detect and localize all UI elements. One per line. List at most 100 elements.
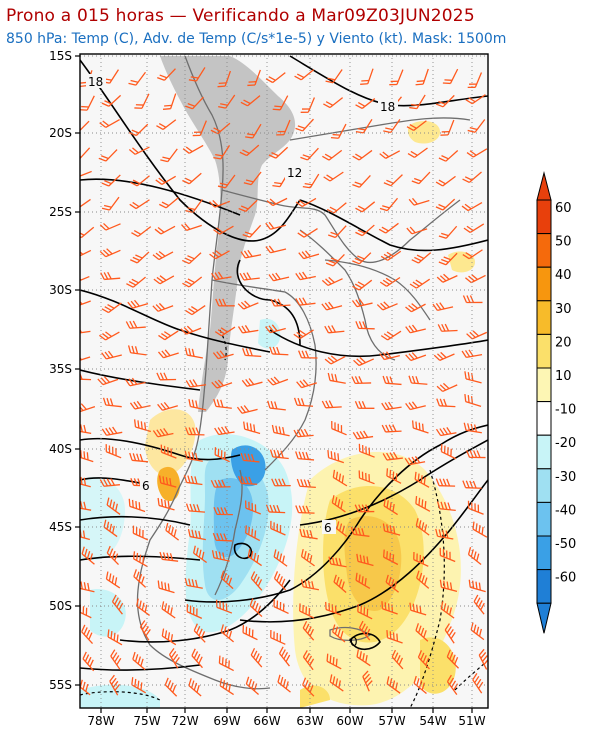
wind-barb [165,522,180,541]
lon-tick-label: 51W [458,714,485,728]
map-subtitle: 850 hPa: Temp (C), Adv. de Temp (C/s*1e-… [6,31,507,47]
wind-barb [152,250,174,261]
wind-barb [80,298,91,308]
lon-tick-label: 60W [336,714,363,728]
lon-tick-label: 54W [419,714,446,728]
lat-tick-label: 35S [49,362,72,376]
wind-barb [295,118,314,132]
wind-barb [383,498,398,516]
wind-barb [358,620,371,641]
wind-barb [354,504,375,513]
wind-barb [444,623,456,644]
wind-barb [436,398,456,408]
wind-barb [250,571,263,591]
lat-lon-grid [80,54,488,708]
wind-barb [405,401,426,411]
wind-barb [237,325,259,334]
wind-barb [215,599,233,614]
wind-barb [355,118,373,134]
wind-barb [268,272,290,282]
wind-barb [243,171,262,186]
wind-barb [266,197,288,207]
wind-barb [415,68,429,86]
wind-barb [99,478,120,487]
wind-barb [467,119,486,133]
contour-label: 6 [324,521,332,535]
wind-barb [435,528,454,540]
wind-barb [300,97,316,113]
wind-barb [472,521,488,538]
wind-barb [111,594,124,615]
wind-barb [435,94,455,108]
wind-barb [435,426,457,437]
wind-barb [466,330,488,340]
wind-barb [192,545,207,564]
wind-barb [446,649,460,669]
wind-barb [271,424,290,437]
wind-barb [328,225,347,239]
wind-barb [326,653,342,670]
lat-tick-label: 50S [49,599,72,613]
wind-barb [462,249,483,260]
colorbar-label: 60 [555,201,572,216]
contour-label-group: 18 18 12 6 6 0 [86,74,398,649]
wind-barb [465,274,486,284]
coastlines-and-borders [136,55,471,690]
colorbar-swatch [536,535,552,571]
wind-barb [435,175,456,187]
wind-barb [101,94,122,107]
wind-barb [351,376,372,385]
wind-barb [439,579,458,593]
wind-barb [461,201,483,212]
wind-barb [127,345,147,356]
wind-barb [130,175,150,187]
wind-barb [295,297,316,306]
wind-barb [185,427,205,436]
colorbar-label: 40 [555,268,572,283]
wind-barb [350,526,370,537]
wind-barb [267,400,286,411]
wind-barb [159,551,179,562]
colorbar-label: 30 [555,302,572,317]
wind-barb [109,674,121,696]
wind-barb [186,604,203,619]
wind-barb [218,94,236,109]
wind-barb [442,68,459,85]
colorbar-swatch [536,468,552,503]
wind-barb [382,375,402,386]
wind-barb [270,298,291,307]
wind-barb [188,67,206,82]
wind-barb [129,400,151,410]
lat-tick-label: 45S [49,520,72,534]
wind-barb [298,350,318,359]
wind-barb [352,279,373,291]
wind-barb [386,630,403,644]
wind-barb [247,69,261,87]
wind-barb [413,552,429,567]
wind-barb [158,330,179,341]
wind-barb [351,298,373,308]
wind-barb [209,250,230,260]
wind-barb [462,480,482,489]
wind-barb [211,550,230,562]
wind-barb [411,420,429,434]
wind-barb [80,424,92,435]
wind-barb [100,271,121,281]
wind-barb [415,518,430,536]
wind-barb [99,222,121,231]
wind-barb [182,144,204,154]
wind-barb [391,649,404,670]
wind-barb [355,321,375,330]
wind-barb [405,324,426,334]
wind-barb [270,520,286,536]
wind-barb [239,144,260,157]
wind-barb [185,96,204,110]
wind-barb [214,326,236,337]
wind-barb [324,325,345,334]
wind-barb [242,625,258,641]
wind-barb [157,68,176,81]
wind-barb [160,444,177,459]
wind-barb [110,649,122,670]
wind-barb [463,223,485,233]
wind-barb [440,119,455,136]
